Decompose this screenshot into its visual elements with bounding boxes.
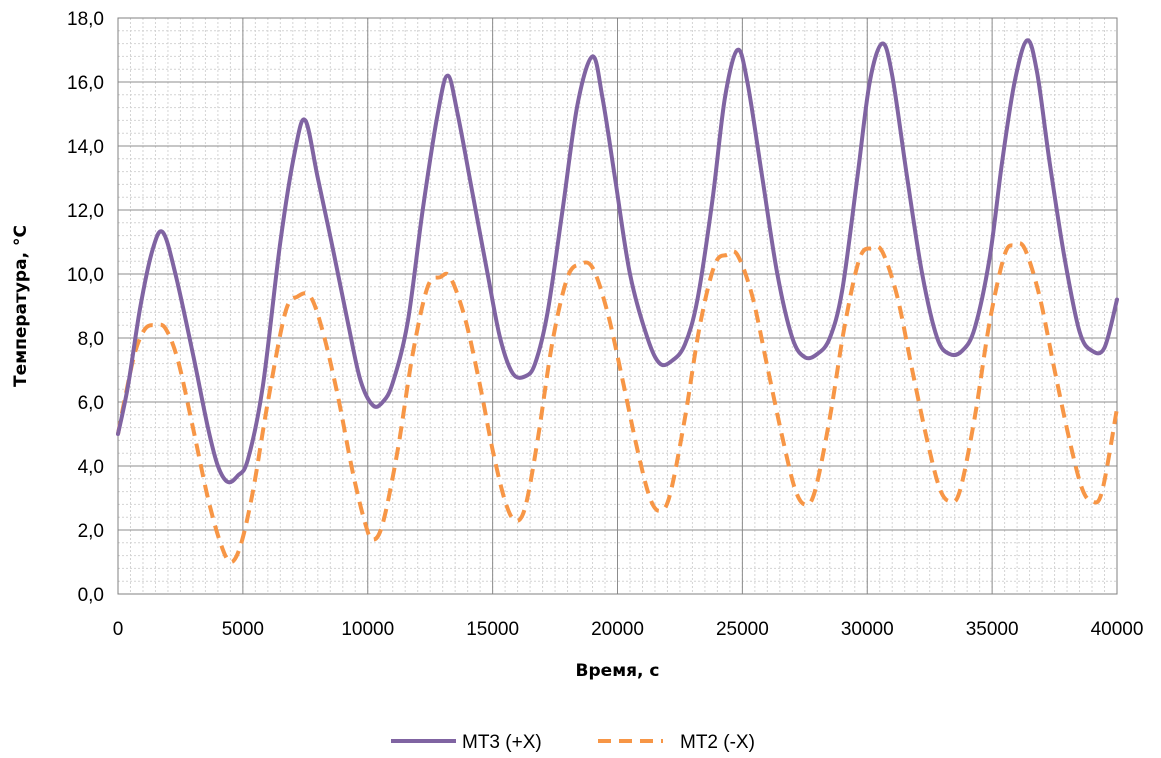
legend-label-2: МТ2 (-X) [680,732,755,753]
series-layer [116,38,1119,564]
x-tick-label: 10000 [341,619,394,640]
y-tick-label: 8,0 [78,329,104,350]
y-tick-label: 12,0 [67,201,104,222]
y-tick-label: 2,0 [78,521,104,542]
x-tick-label: 0 [113,619,124,640]
y-tick-label: 0,0 [78,585,104,606]
legend-label-1: МТ3 (+X) [462,732,542,753]
x-axis-title: Время, с [576,661,660,681]
x-tick-label: 35000 [966,619,1019,640]
x-tick-label: 15000 [466,619,519,640]
legend: МТ3 (+X) МТ2 (-X) [391,732,755,753]
x-axis-ticks: 0 5000 10000 15000 20000 25000 30000 35000 40000 [113,619,1144,640]
y-axis-title: Температура, °С [11,225,31,387]
series-line-1 [116,38,1119,485]
series-line-2 [116,241,1119,564]
x-tick-label: 20000 [591,619,644,640]
y-tick-label: 4,0 [78,457,104,478]
x-tick-label: 40000 [1091,619,1144,640]
y-tick-label: 14,0 [67,137,104,158]
y-tick-label: 6,0 [78,393,104,414]
x-tick-label: 5000 [222,619,264,640]
x-tick-label: 25000 [716,619,769,640]
x-tick-label: 30000 [841,619,894,640]
y-tick-label: 10,0 [67,265,104,286]
y-tick-label: 18,0 [67,9,104,30]
y-tick-label: 16,0 [67,73,104,94]
y-axis-ticks: 0,0 2,0 4,0 6,0 8,0 10,0 12,0 14,0 16,0 18,0 [67,9,104,606]
